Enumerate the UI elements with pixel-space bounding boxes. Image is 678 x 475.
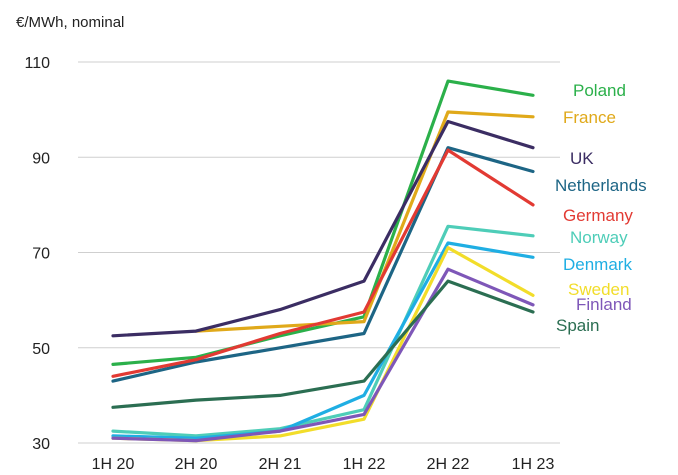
series-lines bbox=[111, 79, 535, 443]
x-axis-ticks: 1H 20 2H 20 2H 21 1H 22 2H 22 1H 23 bbox=[92, 456, 555, 473]
legend-label-germany: Germany bbox=[563, 206, 633, 225]
y-tick-label: 30 bbox=[32, 436, 50, 453]
series-line-norway bbox=[111, 224, 535, 438]
legend: Poland France UK Netherlands Germany Norway De… bbox=[555, 81, 647, 335]
series-line-uk bbox=[111, 119, 535, 338]
legend-label-sweden: Sweden bbox=[568, 280, 629, 299]
legend-label-poland: Poland bbox=[573, 81, 626, 100]
legend-label-france: France bbox=[563, 108, 616, 127]
legend-label-spain: Spain bbox=[556, 316, 599, 335]
series-line-finland bbox=[111, 267, 535, 443]
y-tick-label: 90 bbox=[32, 150, 50, 167]
x-tick-label: 1H 23 bbox=[512, 456, 555, 473]
y-tick-label: 110 bbox=[24, 55, 50, 72]
gridlines bbox=[78, 61, 560, 444]
legend-label-norway: Norway bbox=[570, 228, 628, 247]
series-line-netherlands bbox=[111, 146, 535, 383]
y-tick-label: 50 bbox=[32, 341, 50, 358]
series-line-poland bbox=[111, 79, 535, 366]
legend-label-netherlands: Netherlands bbox=[555, 176, 647, 195]
x-tick-label: 1H 20 bbox=[92, 456, 135, 473]
x-tick-label: 2H 20 bbox=[175, 456, 218, 473]
legend-label-denmark: Denmark bbox=[563, 255, 632, 274]
series-line-denmark bbox=[111, 241, 535, 440]
x-tick-label: 1H 22 bbox=[343, 456, 386, 473]
legend-label-finland: Finland bbox=[576, 295, 632, 314]
series-line-germany bbox=[111, 148, 535, 378]
x-tick-label: 2H 22 bbox=[427, 456, 470, 473]
series-line-spain bbox=[111, 279, 535, 409]
y-unit-label: €/MWh, nominal bbox=[16, 14, 124, 31]
y-tick-label: 70 bbox=[32, 246, 50, 263]
series-line-france bbox=[194, 110, 535, 333]
y-axis-ticks: 30 50 70 90 110 bbox=[24, 55, 50, 453]
legend-label-uk: UK bbox=[570, 149, 594, 168]
x-tick-label: 2H 21 bbox=[259, 456, 302, 473]
